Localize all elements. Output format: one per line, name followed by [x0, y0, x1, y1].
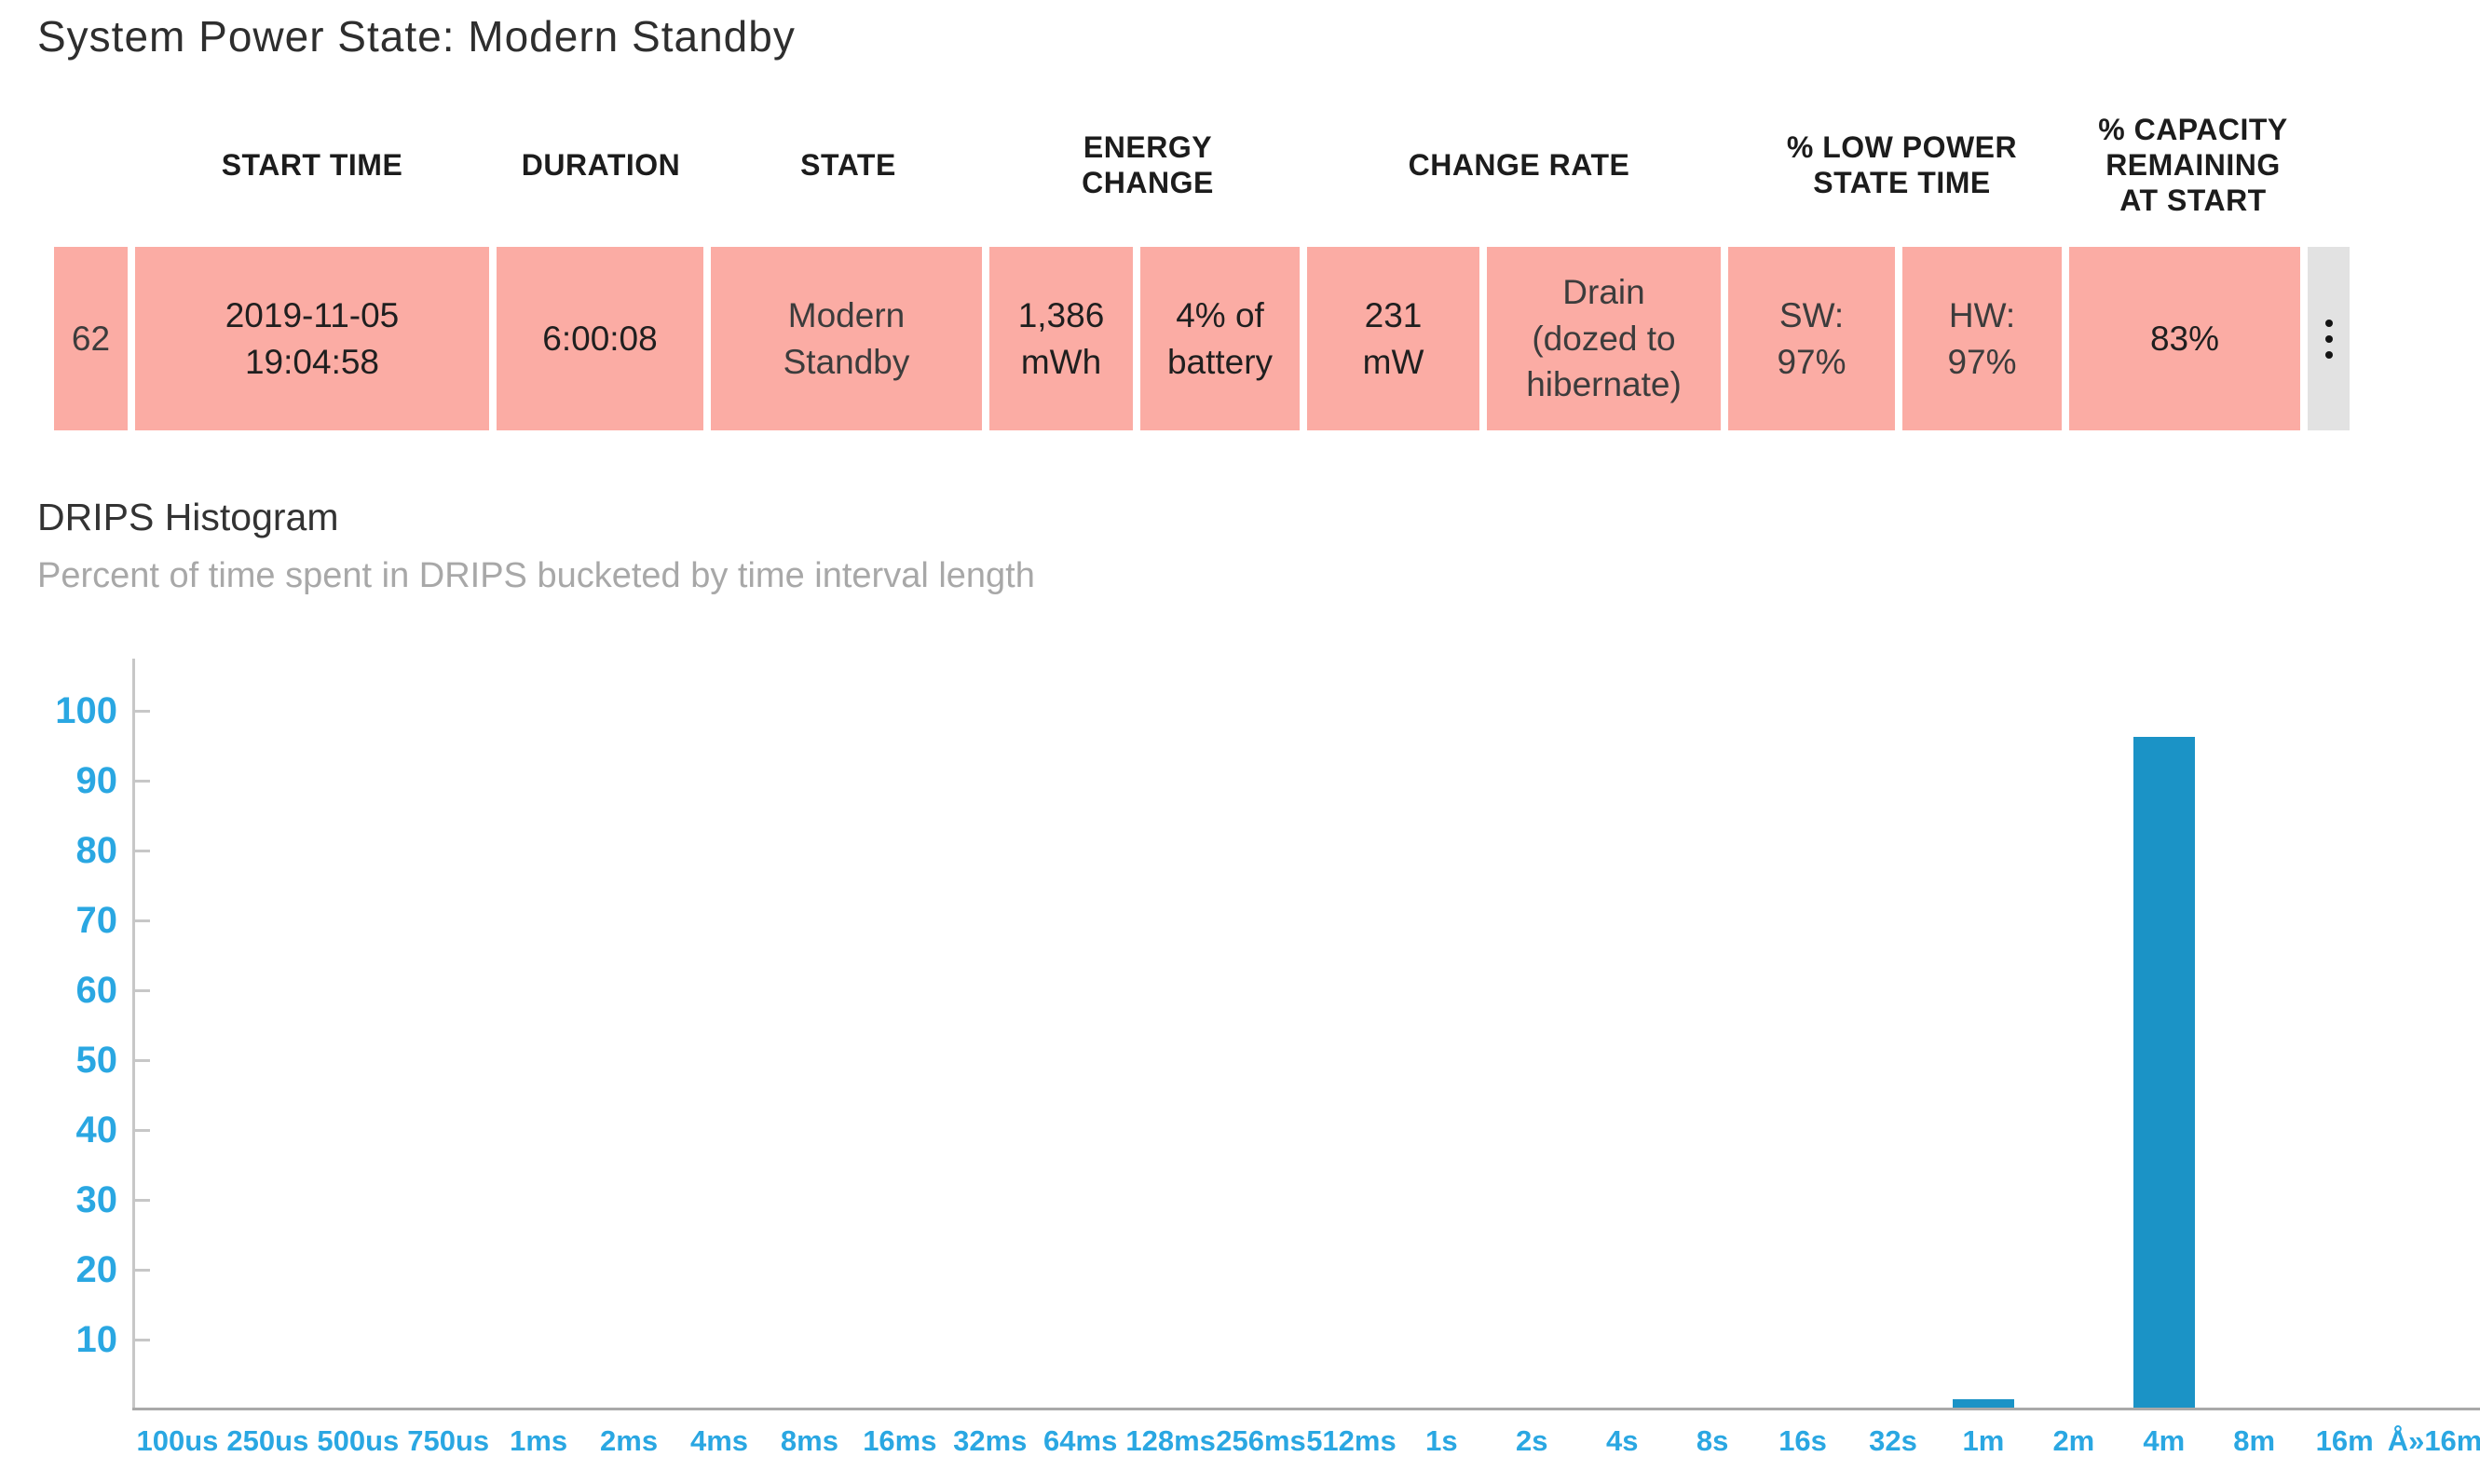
- y-tick: [135, 1199, 150, 1203]
- header-change-rate: CHANGE RATE: [1408, 148, 1630, 183]
- header-low-power-state-time: % LOW POWER STATE TIME: [1786, 130, 2018, 199]
- x-tick-label: 16s: [1778, 1424, 1827, 1457]
- x-tick-label: 128ms: [1125, 1424, 1216, 1457]
- x-tick-label: 1s: [1425, 1424, 1458, 1457]
- cell-change-rate-note: Drain (dozed to hibernate): [1487, 247, 1721, 430]
- x-tick-label: 16m: [2315, 1424, 2374, 1457]
- cell-capacity-remaining: 83%: [2069, 247, 2300, 430]
- y-tick-label: 20: [75, 1249, 118, 1291]
- y-axis-line: [132, 659, 135, 1409]
- x-axis-line: [132, 1408, 2480, 1410]
- x-tick-label: 750us: [407, 1424, 490, 1457]
- y-tick-label: 10: [75, 1319, 118, 1361]
- header-duration: DURATION: [521, 148, 681, 183]
- kebab-menu-icon: [2324, 319, 2333, 359]
- y-tick: [135, 1269, 150, 1273]
- y-tick: [135, 780, 150, 783]
- y-tick: [135, 989, 150, 993]
- table-header-row: START TIME DURATION STATE ENERGY CHANGE …: [135, 96, 2309, 236]
- x-tick-label: 500us: [317, 1424, 400, 1457]
- x-tick-label: 512ms: [1306, 1424, 1397, 1457]
- y-tick: [135, 1059, 150, 1063]
- bar-1m: [1952, 1399, 2014, 1408]
- header-start-time: START TIME: [221, 148, 403, 183]
- y-tick-label: 100: [55, 690, 117, 732]
- y-tick-label: 40: [75, 1110, 118, 1151]
- x-axis-labels: 100us 250us 500us 750us 1ms 2ms 4ms 8ms 16ms 32ms…: [0, 1424, 2480, 1471]
- y-tick: [135, 1339, 150, 1342]
- x-tick-label: 8ms: [780, 1424, 838, 1457]
- header-energy-change: ENERGY CHANGE: [1082, 130, 1214, 199]
- y-tick: [135, 710, 150, 714]
- x-tick-label: 8s: [1696, 1424, 1729, 1457]
- y-tick-label: 70: [75, 900, 118, 942]
- x-tick-label: 1ms: [510, 1424, 568, 1457]
- cell-energy-change-percent: 4% of battery: [1140, 247, 1300, 430]
- drips-histogram-chart: 10 20 30 40 50 60 70 80 90 100: [0, 659, 2480, 1410]
- x-tick-label: 16ms: [863, 1424, 937, 1457]
- cell-row-index: 62: [54, 247, 128, 430]
- chart-title: DRIPS Histogram: [37, 496, 339, 538]
- table-row: 62 2019-11-05 19:04:58 6:00:08 Modern St…: [54, 247, 2350, 430]
- x-tick-label: 4ms: [689, 1424, 749, 1457]
- y-tick: [135, 1129, 150, 1133]
- y-tick-label: 60: [75, 970, 118, 1012]
- x-tick-label: Å»16m: [2387, 1424, 2480, 1457]
- x-tick-label: 1m: [1962, 1424, 2005, 1457]
- chart-subtitle: Percent of time spent in DRIPS bucketed …: [37, 556, 1035, 595]
- bar-4m: [2133, 737, 2195, 1408]
- x-tick-label: 100us: [136, 1424, 219, 1457]
- cell-state: Modern Standby: [711, 247, 982, 430]
- x-tick-label: 250us: [226, 1424, 309, 1457]
- y-tick: [135, 850, 150, 853]
- x-tick-label: 32ms: [953, 1424, 1028, 1457]
- cell-energy-change-mwh: 1,386 mWh: [989, 247, 1133, 430]
- x-tick-label: 64ms: [1043, 1424, 1118, 1457]
- x-tick-label: 2s: [1516, 1424, 1548, 1457]
- x-tick-label: 4m: [2143, 1424, 2186, 1457]
- x-tick-label: 8m: [2233, 1424, 2276, 1457]
- cell-change-rate-mw: 231 mW: [1307, 247, 1479, 430]
- y-tick-label: 80: [75, 830, 118, 872]
- cell-duration: 6:00:08: [497, 247, 703, 430]
- x-tick-label: 4s: [1605, 1424, 1639, 1457]
- y-tick-label: 50: [75, 1040, 118, 1082]
- cell-start-time: 2019-11-05 19:04:58: [135, 247, 489, 430]
- page-title: System Power State: Modern Standby: [37, 12, 796, 61]
- cell-hw-low-power-time: HW: 97%: [1902, 247, 2062, 430]
- y-tick: [135, 919, 150, 923]
- y-tick-label: 30: [75, 1179, 118, 1221]
- cell-sw-low-power-time: SW: 97%: [1728, 247, 1895, 430]
- header-capacity-remaining: % CAPACITY REMAINING AT START: [2098, 113, 2288, 217]
- x-tick-label: 32s: [1869, 1424, 1917, 1457]
- y-tick-label: 90: [75, 760, 118, 802]
- x-tick-label: 256ms: [1216, 1424, 1306, 1457]
- x-tick-label: 2ms: [600, 1424, 659, 1457]
- x-tick-label: 2m: [2052, 1424, 2095, 1457]
- row-menu-button[interactable]: [2308, 247, 2350, 430]
- header-state: STATE: [800, 148, 896, 183]
